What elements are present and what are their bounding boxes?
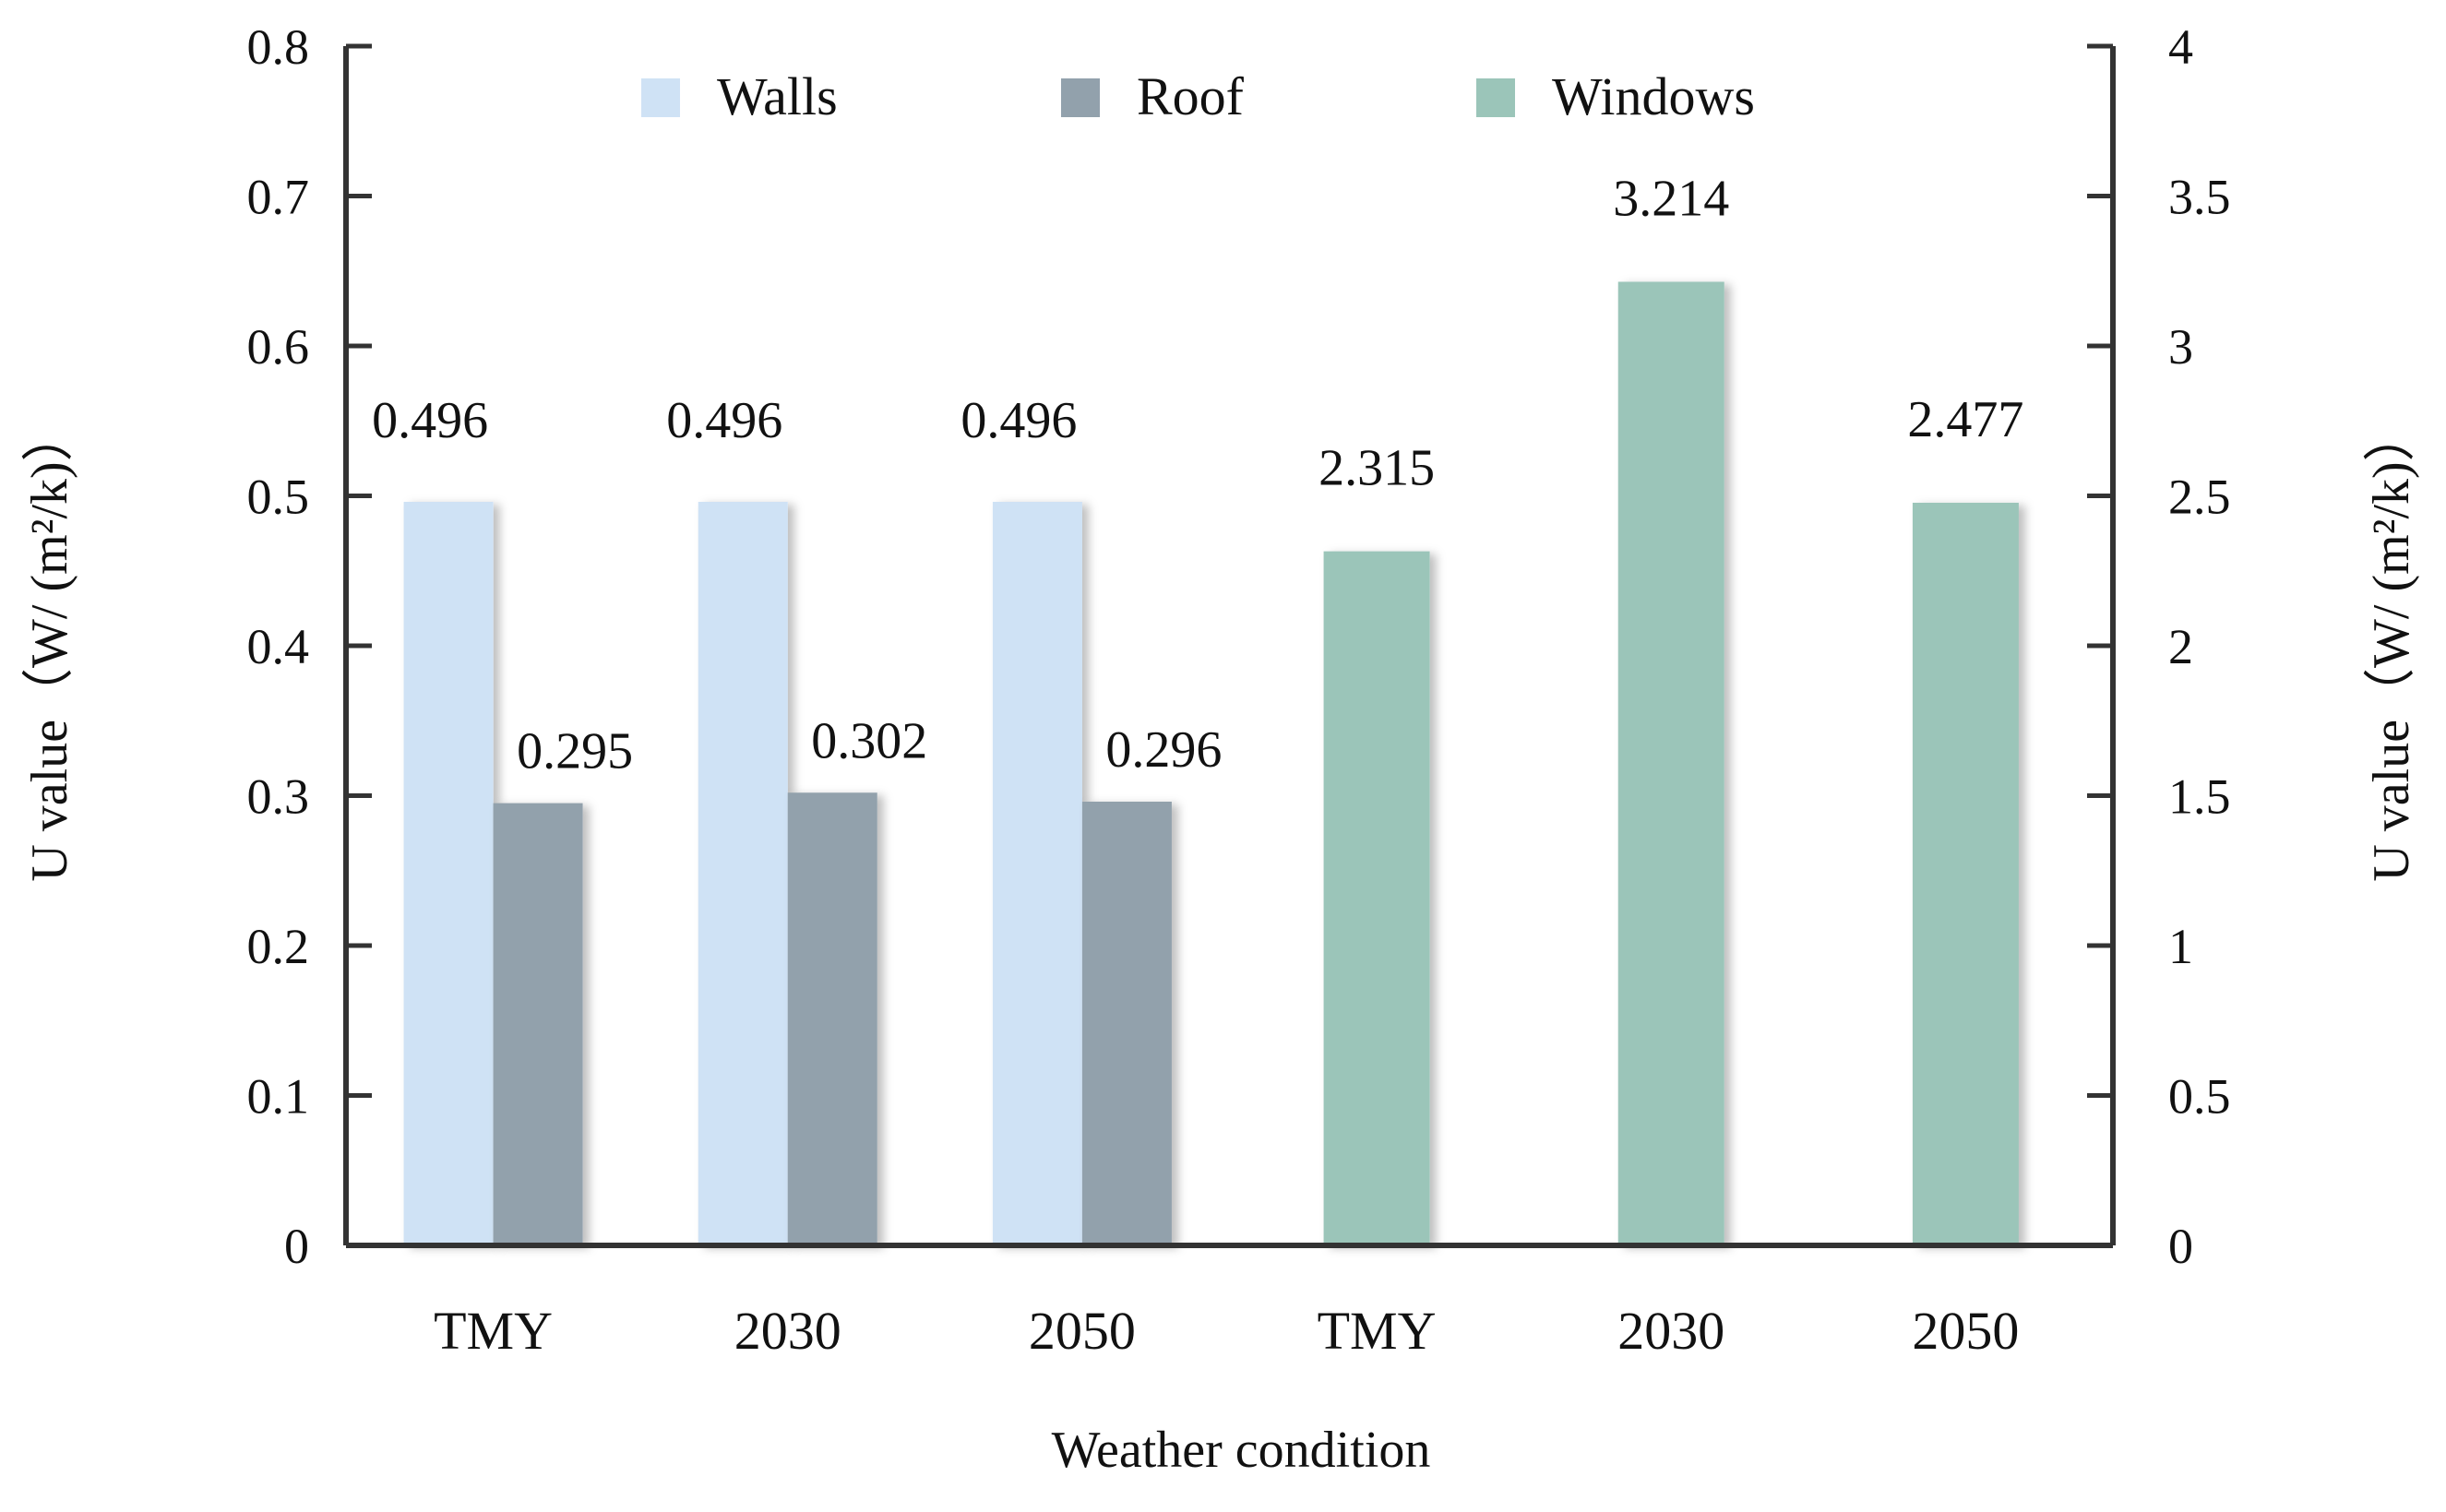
bar-windows-2050-2 bbox=[1912, 502, 2019, 1245]
data-label-roof-2: 0.296 bbox=[1105, 721, 1222, 779]
data-label-walls-0: 0.496 bbox=[372, 392, 488, 449]
x-tick-label-5: 2050 bbox=[1912, 1301, 2019, 1361]
legend-swatch-windows bbox=[1476, 78, 1515, 117]
x-tick-label-2: 2050 bbox=[1029, 1301, 1136, 1361]
x-tick-label-3: TMY bbox=[1318, 1301, 1437, 1361]
right-tick-label: 2 bbox=[2168, 619, 2193, 674]
data-label-walls-2: 0.496 bbox=[961, 392, 1077, 449]
right-tick-label: 0.5 bbox=[2168, 1069, 2231, 1125]
bar-windows-2030-1 bbox=[1617, 281, 1724, 1246]
legend-label-windows: Windows bbox=[1552, 66, 1755, 126]
left-tick-label: 0.4 bbox=[247, 619, 310, 674]
left-tick-label: 0.1 bbox=[247, 1069, 310, 1125]
data-label-windows-2: 2.477 bbox=[1907, 391, 2023, 448]
legend-swatch-walls bbox=[641, 78, 680, 117]
bar-roof-tmy-0 bbox=[493, 803, 583, 1245]
data-label-walls-1: 0.496 bbox=[666, 392, 782, 449]
left-tick-label: 0 bbox=[284, 1219, 309, 1274]
x-tick-label-0: TMY bbox=[434, 1301, 553, 1361]
right-tick-label: 3.5 bbox=[2168, 170, 2231, 225]
right-tick-label: 2.5 bbox=[2168, 470, 2231, 525]
bar-walls-tmy-0 bbox=[403, 502, 494, 1245]
data-label-windows-0: 2.315 bbox=[1318, 440, 1435, 497]
right-tick-label: 3 bbox=[2168, 319, 2193, 375]
left-tick-label: 0.5 bbox=[247, 470, 310, 525]
left-tick-label: 0.2 bbox=[247, 919, 310, 974]
legend-label-walls: Walls bbox=[717, 66, 838, 126]
x-tick-label-1: 2030 bbox=[734, 1301, 841, 1361]
left-tick-label: 0.8 bbox=[247, 19, 310, 75]
bar-walls-2050-2 bbox=[992, 502, 1082, 1245]
left-tick-label: 0.6 bbox=[247, 319, 310, 375]
data-label-roof-0: 0.295 bbox=[517, 723, 633, 780]
data-label-windows-1: 3.214 bbox=[1613, 170, 1729, 227]
left-axis-title: U value（W/ (m²/k)） bbox=[21, 410, 78, 881]
bar-windows-tmy-0 bbox=[1323, 551, 1430, 1245]
legend-swatch-roof bbox=[1061, 78, 1100, 117]
x-tick-label-4: 2030 bbox=[1617, 1301, 1724, 1361]
bar-walls-2030-1 bbox=[698, 502, 788, 1245]
right-axis-title: U value（W/ (m²/k)） bbox=[2363, 410, 2420, 881]
left-tick-label: 0.3 bbox=[247, 769, 310, 825]
left-tick-label: 0.7 bbox=[247, 170, 310, 225]
legend-label-roof: Roof bbox=[1137, 66, 1245, 126]
right-tick-label: 0 bbox=[2168, 1219, 2193, 1274]
data-label-roof-1: 0.302 bbox=[811, 712, 927, 769]
x-axis-title: Weather condition bbox=[1052, 1422, 1431, 1479]
right-tick-label: 1.5 bbox=[2168, 769, 2231, 825]
right-tick-label: 4 bbox=[2168, 19, 2193, 75]
bar-roof-2050-2 bbox=[1081, 802, 1172, 1245]
right-tick-label: 1 bbox=[2168, 919, 2193, 974]
bar-roof-2030-1 bbox=[787, 792, 877, 1245]
